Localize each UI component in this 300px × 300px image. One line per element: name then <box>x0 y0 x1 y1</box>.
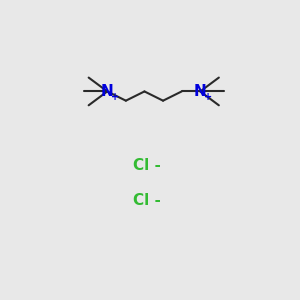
Text: Cl -: Cl - <box>133 158 161 173</box>
Text: +: + <box>204 92 212 101</box>
Text: N: N <box>101 84 114 99</box>
Text: N: N <box>194 84 207 99</box>
Text: Cl -: Cl - <box>133 193 161 208</box>
Text: +: + <box>111 92 119 101</box>
